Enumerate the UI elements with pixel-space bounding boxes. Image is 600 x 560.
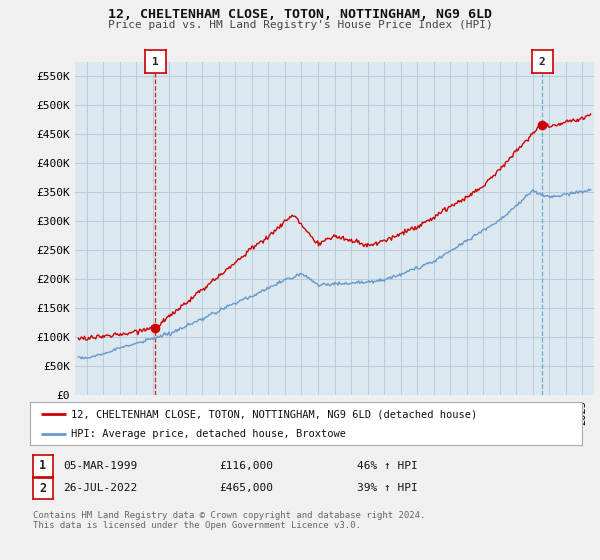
Text: 05-MAR-1999: 05-MAR-1999	[63, 461, 137, 471]
Text: 12, CHELTENHAM CLOSE, TOTON, NOTTINGHAM, NG9 6LD (detached house): 12, CHELTENHAM CLOSE, TOTON, NOTTINGHAM,…	[71, 409, 478, 419]
Text: HPI: Average price, detached house, Broxtowe: HPI: Average price, detached house, Brox…	[71, 430, 346, 440]
Text: 2: 2	[40, 482, 46, 495]
Text: 12, CHELTENHAM CLOSE, TOTON, NOTTINGHAM, NG9 6LD: 12, CHELTENHAM CLOSE, TOTON, NOTTINGHAM,…	[108, 8, 492, 21]
Text: Contains HM Land Registry data © Crown copyright and database right 2024.
This d: Contains HM Land Registry data © Crown c…	[33, 511, 425, 530]
Text: 1: 1	[40, 459, 46, 473]
Text: £116,000: £116,000	[219, 461, 273, 471]
Text: £465,000: £465,000	[219, 483, 273, 493]
Text: 46% ↑ HPI: 46% ↑ HPI	[357, 461, 418, 471]
Text: 26-JUL-2022: 26-JUL-2022	[63, 483, 137, 493]
Text: 39% ↑ HPI: 39% ↑ HPI	[357, 483, 418, 493]
Text: Price paid vs. HM Land Registry's House Price Index (HPI): Price paid vs. HM Land Registry's House …	[107, 20, 493, 30]
Text: 1: 1	[152, 57, 159, 67]
Text: 2: 2	[539, 57, 545, 67]
